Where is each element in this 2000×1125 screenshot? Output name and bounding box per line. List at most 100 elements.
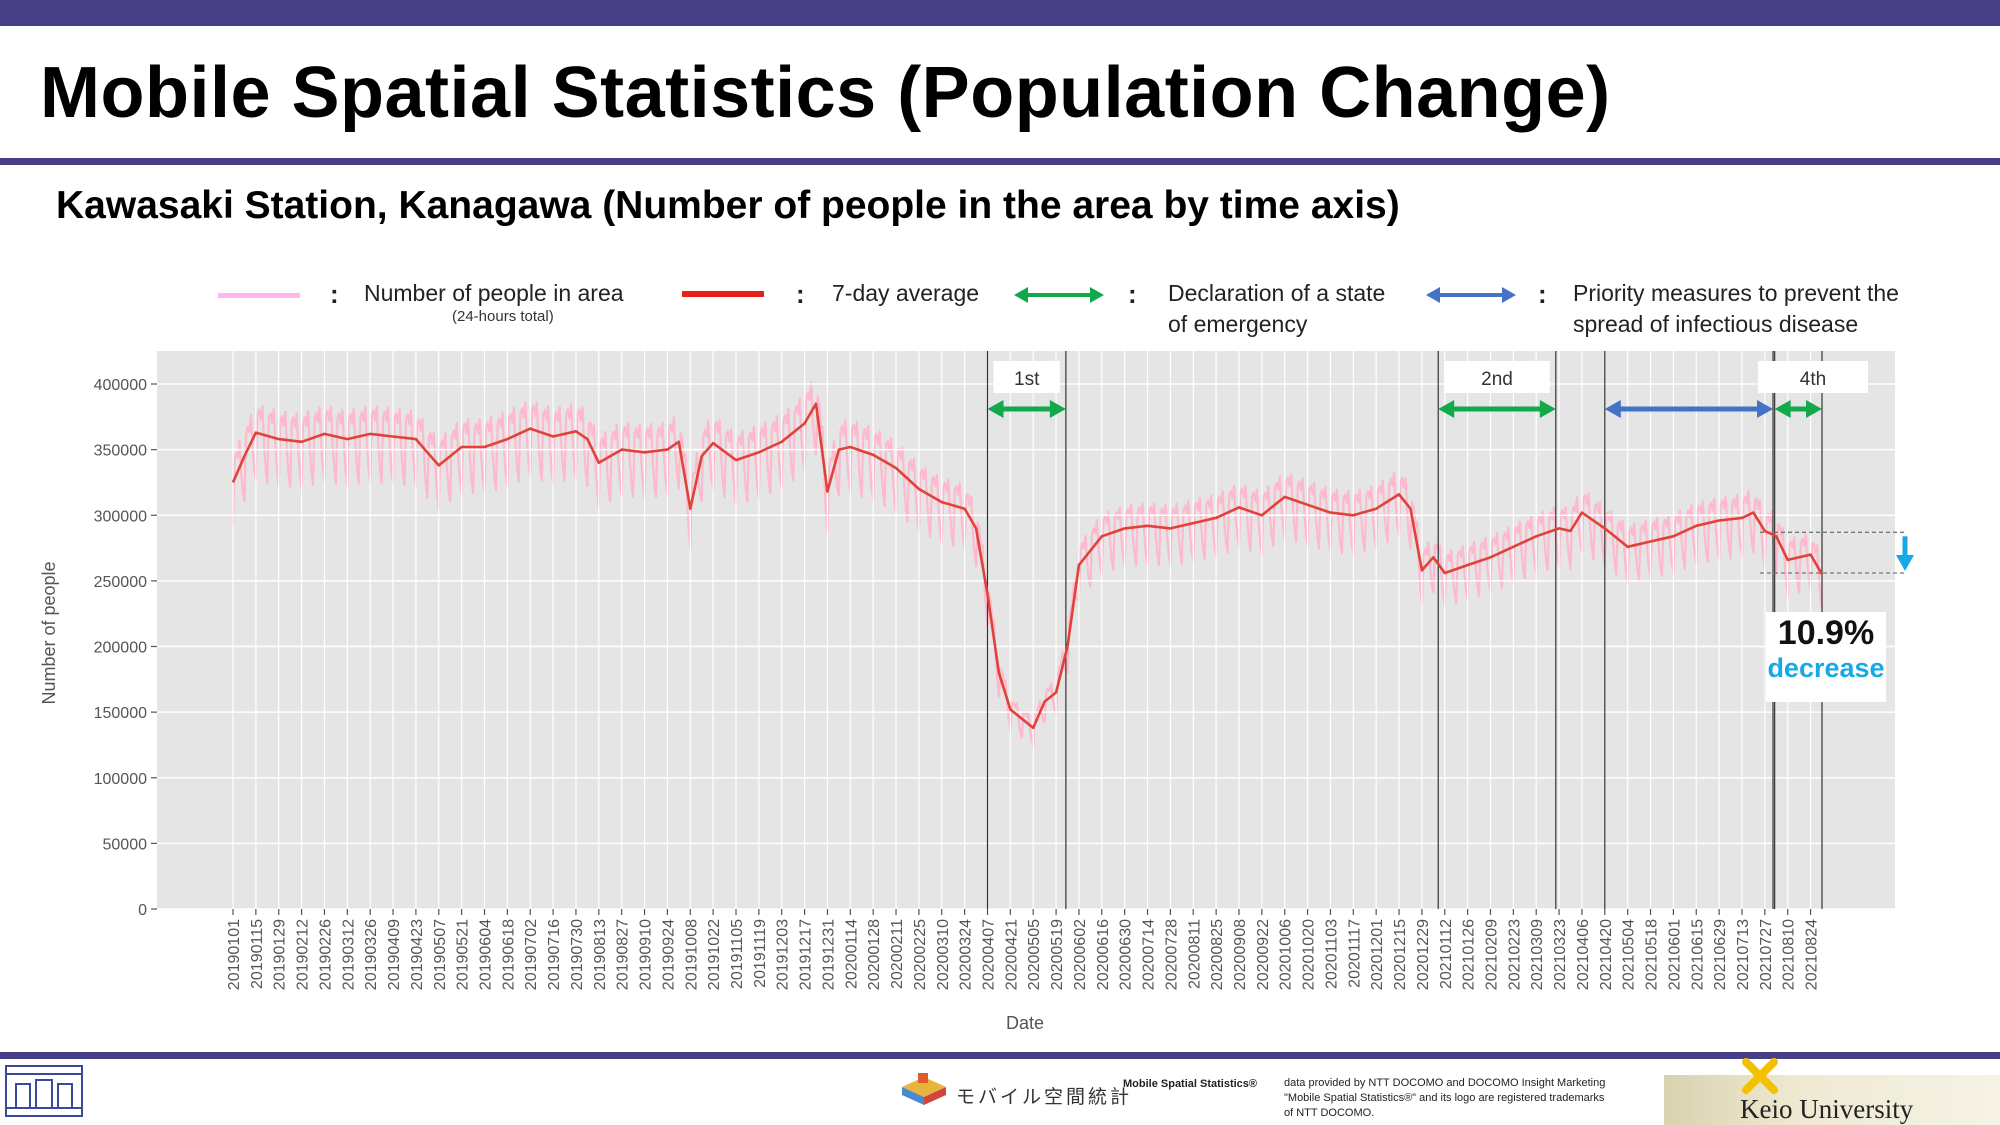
x-tick-label: 20191217: [798, 919, 815, 990]
x-tick-label: 20201020: [1301, 919, 1318, 990]
y-tick-label: 200000: [94, 640, 147, 657]
x-tick-label: 20210727: [1758, 919, 1775, 990]
x-tick-label: 20190507: [432, 919, 449, 990]
x-tick-label: 20190115: [249, 919, 266, 989]
mobile-spatial-logo-text: モバイル空間統計: [956, 1087, 1133, 1108]
x-tick-label: 20210420: [1598, 919, 1615, 990]
keio-banner: [1664, 1075, 2000, 1125]
x-tick-label: 20190924: [660, 919, 677, 990]
y-tick-label: 300000: [94, 508, 147, 525]
x-tick-label: 20200407: [980, 919, 997, 990]
x-tick-label: 20190129: [272, 919, 289, 990]
legend-priority-arrow: [1426, 287, 1516, 303]
legend-colon: :: [796, 279, 805, 309]
x-tick-label: 20190312: [340, 919, 357, 990]
footer-brand: Mobile Spatial Statistics®: [1123, 1077, 1257, 1092]
x-tick-label: 20210713: [1735, 919, 1752, 990]
legend-priority-label-line2: spread of infectious disease: [1573, 311, 1859, 337]
x-tick-label: 20201103: [1323, 919, 1340, 989]
x-tick-label: 20200128: [866, 919, 883, 990]
x-tick-label: 20200505: [1026, 919, 1043, 990]
x-tick-label: 20200630: [1118, 919, 1135, 990]
y-tick-label: 50000: [103, 836, 148, 853]
period-label: 2nd: [1481, 369, 1513, 390]
period-label: 4th: [1800, 369, 1826, 390]
x-tick-label: 20190409: [386, 919, 403, 990]
legend-emergency-label-line1: Declaration of a state: [1168, 280, 1386, 306]
footer-note-line1: data provided by NTT DOCOMO and DOCOMO I…: [1284, 1077, 1606, 1089]
y-tick-label: 150000: [94, 705, 147, 722]
legend-priority-label-line1: Priority measures to prevent the: [1573, 280, 1899, 306]
lab-logo: [5, 1065, 83, 1117]
x-tick-label: 20210406: [1575, 919, 1592, 990]
decrease-annotation-box: 10.9% decrease: [1766, 612, 1886, 702]
x-tick-label: 20210824: [1804, 919, 1821, 990]
x-tick-label: 20190730: [569, 919, 586, 990]
daily-people-series: [231, 381, 1824, 748]
x-tick-label: 20200825: [1209, 919, 1226, 990]
x-tick-label: 20190101: [226, 919, 243, 990]
y-tick-label: 400000: [94, 377, 147, 394]
chart-subtitle: Kawasaki Station, Kanagawa (Number of pe…: [56, 184, 1400, 227]
decrease-percent: 10.9%: [1777, 614, 1875, 652]
keio-pen-logo: [1742, 1058, 1778, 1094]
decrease-arrow-head: [1896, 555, 1914, 571]
footer-brand-name: Mobile Spatial Statistics®: [1123, 1078, 1258, 1090]
decrease-word: decrease: [1767, 653, 1885, 683]
footer-note-line3: of NTT DOCOMO.: [1284, 1107, 1375, 1119]
seven-day-average-line: [231, 402, 1824, 730]
y-tick-label: 100000: [94, 771, 147, 788]
x-tick-label: 20210629: [1712, 919, 1729, 990]
x-tick-label: 20210518: [1644, 919, 1661, 990]
x-tick-label: 20190910: [638, 919, 655, 990]
period-arrow-head: [1539, 400, 1556, 418]
page-title: Mobile Spatial Statistics (Population Ch…: [40, 53, 1611, 133]
period-label-box: [1758, 361, 1868, 393]
period-label: 1st: [1014, 369, 1040, 390]
population-line-chart: 1st 2nd 4th 0 50000 100000 150000 200000 250000…: [39, 351, 1914, 1033]
y-tick-label: 350000: [94, 443, 147, 460]
x-tick-label: 20201006: [1278, 919, 1295, 990]
keio-university-name: Keio University: [1740, 1094, 1914, 1124]
legend-emergency-label-line2: of emergency: [1168, 311, 1308, 337]
period-arrow-head: [1438, 400, 1455, 418]
x-tick-label: 20200211: [889, 919, 906, 989]
x-tick-label: 20210209: [1483, 919, 1500, 990]
period-arrow-head: [1774, 400, 1791, 418]
x-tick-label: 20200519: [1049, 919, 1066, 990]
x-tick-label: 20201229: [1415, 919, 1432, 990]
x-tick-label: 20200114: [843, 919, 860, 989]
legend-colon: :: [330, 279, 339, 309]
title-divider: [0, 158, 2000, 165]
period-arrow-head: [1806, 400, 1822, 418]
x-tick-label: 20210601: [1666, 919, 1683, 990]
x-tick-label: 20200602: [1072, 919, 1089, 990]
period-arrow-head: [987, 400, 1004, 418]
x-tick-label: 20200728: [1163, 919, 1180, 990]
legend-daily-label: Number of people in area: [364, 280, 624, 306]
mobile-spatial-logo-icon: [902, 1073, 946, 1105]
legend-colon: :: [1128, 279, 1137, 309]
x-tick-label: 20190827: [615, 919, 632, 990]
x-tick-label: 20190716: [546, 919, 563, 990]
x-tick-label: 20200922: [1255, 919, 1272, 990]
top-accent-bar: [0, 0, 2000, 26]
bottom-accent-bar: [0, 1052, 2000, 1059]
x-tick-label: 20190702: [523, 919, 540, 990]
y-axis-title: Number of people: [39, 561, 59, 704]
x-tick-label: 20200616: [1095, 919, 1112, 990]
x-tick-label: 20190521: [455, 919, 472, 990]
x-tick-label: 20190813: [592, 919, 609, 990]
x-tick-label: 20191203: [775, 919, 792, 990]
x-tick-label: 20190326: [363, 919, 380, 990]
x-axis-title: Date: [1006, 1013, 1044, 1033]
legend-colon: :: [1538, 279, 1547, 309]
x-tick-label: 20200324: [958, 919, 975, 990]
period-label-box: [993, 361, 1060, 393]
x-tick-label: 20191105: [729, 919, 746, 989]
legend-daily-swatch: [218, 293, 300, 298]
x-tick-label: 20200714: [1141, 919, 1158, 990]
footer-disclaimer: data provided by NTT DOCOMO and DOCOMO I…: [1284, 1076, 1605, 1121]
x-tick-label: 20191008: [683, 919, 700, 990]
x-tick-label: 20191022: [706, 919, 723, 990]
